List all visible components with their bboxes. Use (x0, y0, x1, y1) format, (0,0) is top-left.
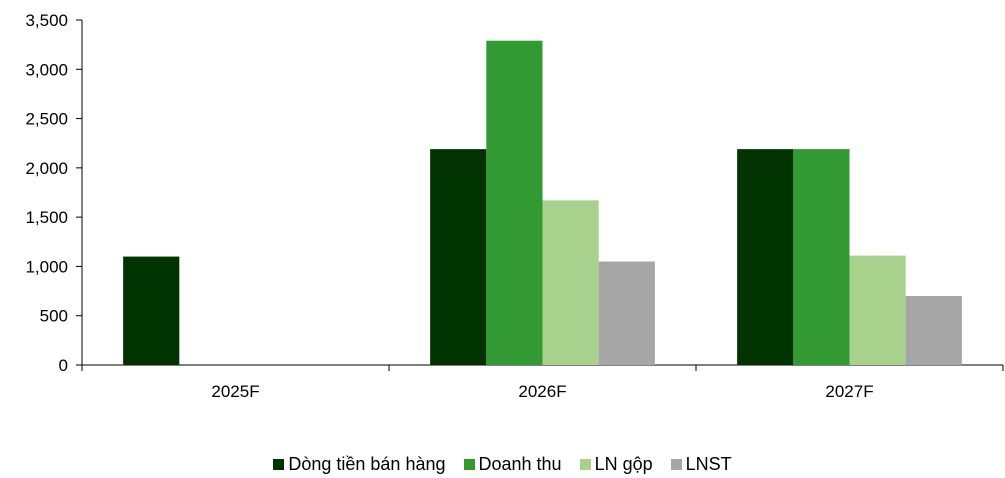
bar-lnst-2026f (598, 261, 655, 365)
legend-item: Doanh thu (463, 453, 562, 475)
y-tick-label: 500 (40, 307, 68, 326)
bar-lnst-2027f (905, 296, 962, 365)
legend-label: Doanh thu (478, 453, 562, 474)
legend-swatch (273, 458, 285, 470)
y-tick-label: 1,000 (25, 257, 68, 276)
bar-doanh-thu-2027f (793, 149, 850, 365)
bar-ln-g-p-2026f (542, 200, 599, 365)
y-tick-label: 2,000 (25, 159, 68, 178)
legend-swatch (670, 458, 682, 470)
y-axis: 0 500 1,000 1,500 2,000 2,500 3,000 3,500 (25, 11, 83, 375)
bar-chart: 0 500 1,000 1,500 2,000 2,500 3,000 3,500 2025F… (25, 11, 1004, 401)
x-axis: 2025F 2026F 2027F (81, 364, 1004, 401)
legend-item: Dòng tiền bán hàng (273, 453, 446, 475)
bar-d-ng-ti-n-b-n-h-ng-2025f (123, 256, 180, 365)
y-tick-label: 1,500 (25, 208, 68, 227)
bar-d-ng-ti-n-b-n-h-ng-2027f (737, 149, 794, 365)
x-tick-label: 2026F (518, 382, 566, 401)
y-tick-label: 0 (59, 356, 68, 375)
bar-ln-g-p-2027f (849, 255, 906, 365)
chart-legend: Dòng tiền bán hàng Doanh thu LN gộp LNST (0, 450, 1005, 478)
bars-group (123, 40, 962, 365)
legend-swatch (579, 458, 591, 470)
legend-item: LN gộp (579, 453, 653, 475)
legend-label: LN gộp (594, 453, 653, 474)
x-tick-label: 2025F (211, 382, 259, 401)
x-tick-label: 2027F (825, 382, 873, 401)
y-tick-label: 3,000 (25, 60, 68, 79)
y-tick-label: 2,500 (25, 110, 68, 129)
legend-label: LNST (685, 453, 732, 474)
y-tick-label: 3,500 (25, 11, 68, 30)
legend-label: Dòng tiền bán hàng (288, 453, 446, 474)
legend-swatch (463, 458, 475, 470)
bar-d-ng-ti-n-b-n-h-ng-2026f (430, 149, 487, 365)
bar-doanh-thu-2026f (486, 40, 543, 365)
legend-item: LNST (670, 453, 732, 475)
